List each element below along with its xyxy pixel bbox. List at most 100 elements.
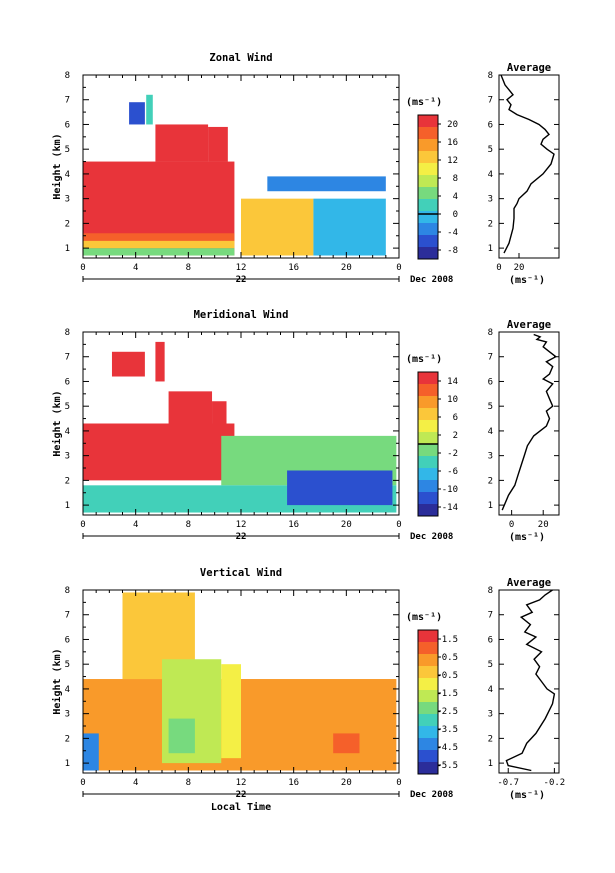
- x-tick-label: 12: [236, 778, 247, 788]
- average-frame: [498, 589, 560, 774]
- colorbar-tick-label: 12: [447, 156, 458, 166]
- colorbar-swatch: [418, 666, 438, 679]
- colorbar-tick-label: 4: [453, 192, 458, 202]
- colorbar-swatch: [418, 115, 438, 128]
- x-tick-label: 20: [341, 778, 352, 788]
- colorbar-swatch: [418, 678, 438, 691]
- average-y-tick-label: 3: [488, 710, 493, 720]
- y-axis-title: Height (km): [51, 390, 63, 456]
- average-y-tick-label: 5: [488, 402, 493, 412]
- average-profile-line: [505, 589, 556, 772]
- colorbar-tick-label: 14: [447, 377, 458, 387]
- y-tick-label: 7: [65, 96, 70, 106]
- heatmap-cell: [287, 470, 393, 506]
- average-y-tick-label: 2: [488, 476, 493, 486]
- average-y-tick-label: 5: [488, 660, 493, 670]
- average-y-tick-label: 2: [488, 734, 493, 744]
- x-tick-label: 0: [396, 263, 401, 273]
- colorbar-swatch: [418, 187, 438, 200]
- heatmap-title: Vertical Wind: [200, 567, 282, 579]
- y-tick-label: 2: [65, 734, 70, 744]
- colorbar-swatch: [418, 492, 438, 505]
- x-tick-label: 20: [341, 263, 352, 273]
- y-tick-label: 6: [65, 377, 70, 387]
- y-tick-label: 5: [65, 660, 70, 670]
- colorbar-swatch: [418, 396, 438, 409]
- y-axis-title: Height (km): [51, 648, 63, 714]
- heatmap-cell: [146, 94, 153, 125]
- heatmap-regions: [83, 341, 397, 513]
- heatmap-cell: [83, 248, 235, 256]
- date-label: Dec 2008: [410, 275, 453, 285]
- y-tick-label: 2: [65, 476, 70, 486]
- x-tick-label: 8: [186, 520, 191, 530]
- colorbar-tick-label: 8: [453, 174, 458, 184]
- colorbar-tick-label: 20: [447, 120, 458, 130]
- average-x-axis-title: (ms⁻¹): [509, 532, 545, 543]
- colorbar-tick-label: -14: [442, 503, 458, 513]
- heatmap-cell: [212, 401, 227, 444]
- colorbar-tick-label: -10: [442, 485, 458, 495]
- average-x-tick-label: 0: [496, 263, 501, 273]
- average-y-tick-label: 1: [488, 244, 493, 254]
- y-tick-label: 2: [65, 219, 70, 229]
- heatmap-cell: [241, 198, 314, 256]
- colorbar-swatch: [418, 726, 438, 739]
- heatmap-cell: [129, 102, 145, 125]
- colorbar-swatch: [418, 151, 438, 164]
- average-profile: Average 1 2 3 4 5 6 7 8 0 20 (ms⁻¹): [488, 62, 560, 286]
- average-x-axis-title: (ms⁻¹): [509, 790, 545, 801]
- colorbar-unit: (ms⁻¹): [406, 97, 442, 108]
- y-tick-label: 3: [65, 710, 70, 720]
- average-y-tick-label: 4: [488, 685, 493, 695]
- average-profile-line: [501, 333, 558, 511]
- colorbar-swatch: [418, 504, 438, 517]
- average-y-tick-label: 4: [488, 427, 493, 437]
- colorbar-swatch: [418, 444, 438, 457]
- y-tick-label: 4: [65, 170, 70, 180]
- average-y-tick-label: 7: [488, 353, 493, 363]
- colorbar-unit: (ms⁻¹): [406, 612, 442, 623]
- average-y-tick-label: 8: [488, 586, 493, 596]
- colorbar-swatch: [418, 762, 438, 775]
- y-tick-label: 8: [65, 71, 70, 81]
- average-x-tick-label: -0.7: [497, 778, 519, 788]
- heatmap-title: Meridional Wind: [194, 309, 289, 321]
- average-y-tick-label: 4: [488, 170, 493, 180]
- colorbar-swatch: [418, 468, 438, 481]
- colorbar-tick-label: -8: [447, 246, 458, 256]
- average-y-tick-label: 7: [488, 611, 493, 621]
- colorbar-swatch: [418, 127, 438, 140]
- y-tick-label: 7: [65, 611, 70, 621]
- average-y-tick-label: 1: [488, 501, 493, 511]
- colorbar-tick-label: -6: [447, 467, 458, 477]
- colorbar-swatch: [418, 163, 438, 176]
- x-tick-label: 0: [80, 778, 85, 788]
- heatmap-cell: [333, 733, 360, 754]
- colorbar-swatch: [418, 690, 438, 703]
- colorbar-tick-label: -4.5: [436, 743, 458, 753]
- heatmap-regions: [83, 94, 386, 256]
- heatmap-cell: [83, 233, 235, 241]
- colorbar-swatch: [418, 199, 438, 212]
- date-day-label: 22: [236, 532, 247, 542]
- colorbar-swatch: [418, 480, 438, 493]
- colorbar-swatch: [418, 223, 438, 236]
- date-label: Dec 2008: [410, 532, 453, 542]
- heatmap-cell: [168, 391, 213, 449]
- colorbar: 20 16 12 8 4 0 -4 -8: [417, 114, 458, 260]
- average-y-tick-label: 7: [488, 96, 493, 106]
- average-y-tick-label: 1: [488, 759, 493, 769]
- average-y-tick-label: 6: [488, 120, 493, 130]
- colorbar-swatch: [418, 714, 438, 727]
- x-tick-label: 16: [288, 520, 299, 530]
- colorbar-swatch: [418, 738, 438, 751]
- y-tick-label: 5: [65, 402, 70, 412]
- y-tick-label: 8: [65, 328, 70, 338]
- average-profile: Average 1 2 3 4 5 6 7 8 -0.7 -0.2 (ms⁻¹): [488, 577, 566, 801]
- date-label: Dec 2008: [410, 790, 453, 800]
- x-tick-label: 12: [236, 263, 247, 273]
- colorbar-tick-label: 10: [447, 395, 458, 405]
- colorbar-tick-label: 16: [447, 138, 458, 148]
